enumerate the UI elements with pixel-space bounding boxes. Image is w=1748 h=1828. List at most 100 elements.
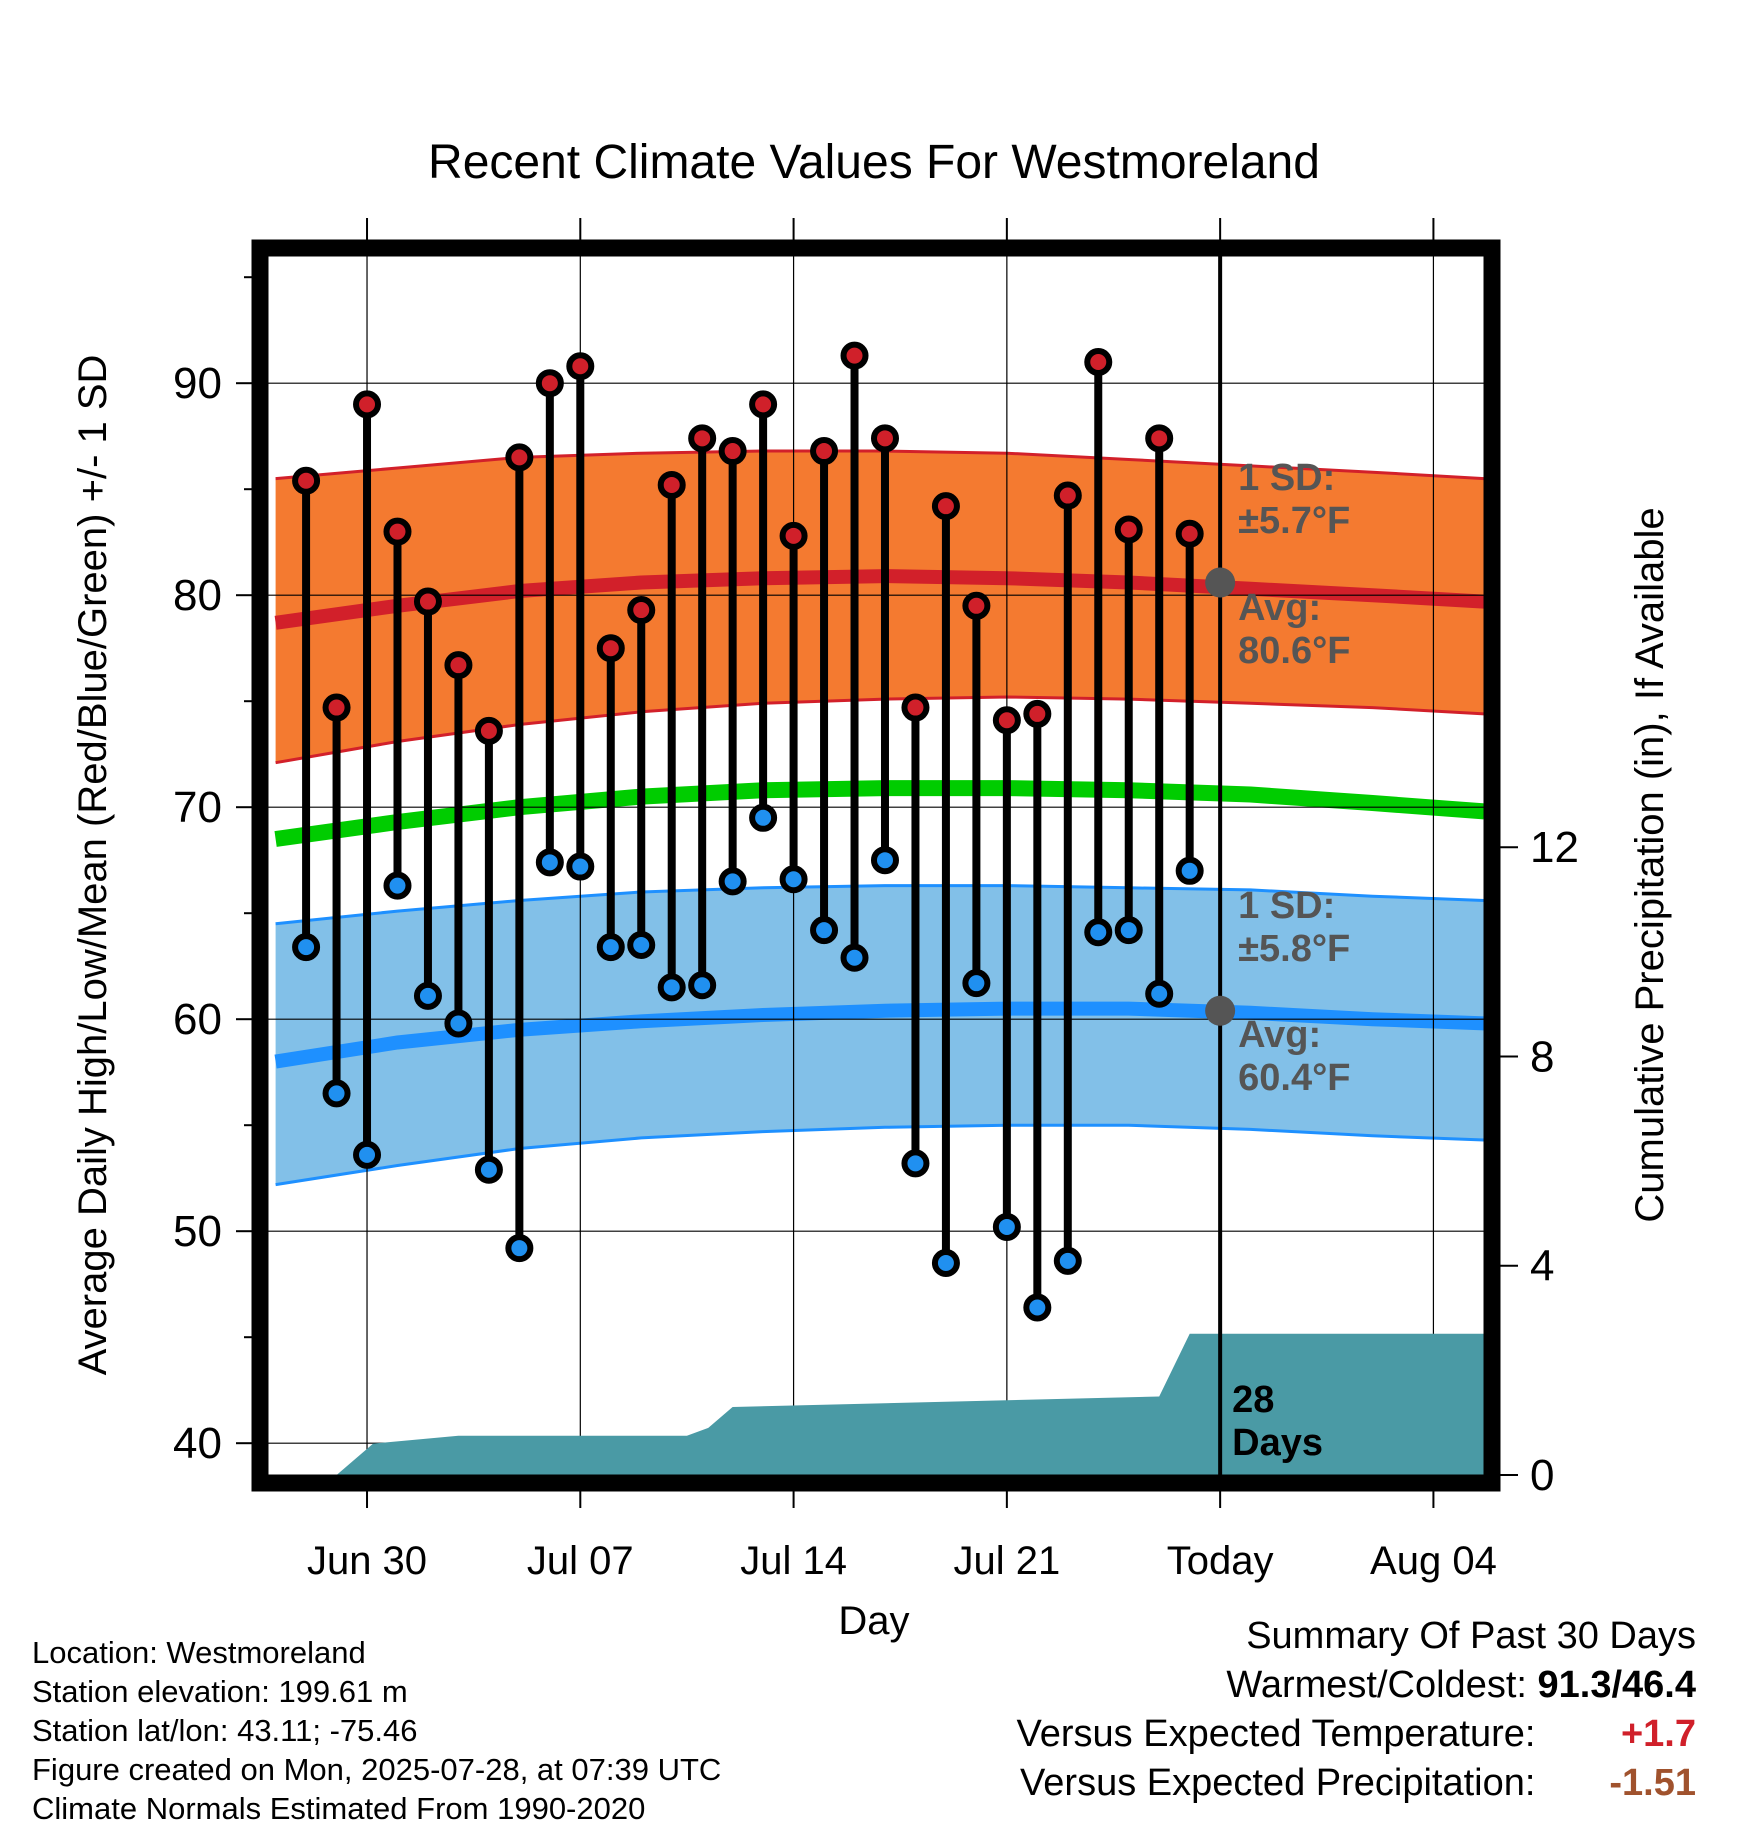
low-obs-point: [992, 1212, 1021, 1241]
high-avg-marker: [1205, 567, 1236, 598]
high-obs-point: [931, 492, 960, 521]
low-avg-line: [274, 1001, 1485, 1069]
temp-row: Versus Expected Temperature: +1.7: [1017, 1710, 1696, 1759]
high-obs-point: [840, 341, 869, 370]
plot-frame: [251, 239, 1501, 1492]
precipitation-series: [336, 1333, 1485, 1475]
y2-tick-label: 8: [1530, 1032, 1554, 1081]
high-obs-point: [1084, 348, 1113, 376]
low-upper-line: [275, 884, 1485, 926]
low-obs-point: [474, 1155, 503, 1184]
normals-text: Climate Normals Estimated From 1990-2020: [32, 1791, 646, 1826]
low-obs-point: [718, 867, 747, 896]
high-obs-point: [901, 693, 930, 722]
x-tick-label: Aug 04: [1370, 1539, 1497, 1583]
y2-tick-label: 4: [1530, 1242, 1554, 1291]
y-tick-label: 50: [173, 1207, 222, 1256]
high-obs-point: [1145, 424, 1174, 453]
low-obs-point: [566, 852, 595, 881]
precip-value: -1.51: [1609, 1762, 1696, 1804]
low-obs-point: [810, 916, 839, 945]
precip-area: [336, 1333, 1485, 1475]
high-obs-point: [810, 437, 839, 466]
high-obs-point: [962, 591, 991, 620]
chart-title: Recent Climate Values For Westmoreland: [428, 136, 1320, 189]
y-axis-label: Average Daily High/Low/Mean (Red/Blue/Gr…: [71, 355, 115, 1376]
low-obs-point: [1145, 979, 1174, 1008]
low-obs-point: [383, 871, 412, 900]
precip-label: Versus Expected Precipitation:: [1020, 1762, 1536, 1804]
low-obs-point: [1114, 916, 1143, 945]
x-tick-label: Jul 14: [740, 1539, 847, 1583]
high-obs-point: [688, 424, 717, 453]
x-axis-label: Day: [838, 1599, 909, 1643]
high-sd-label-line2: ±5.7°F: [1238, 500, 1350, 542]
observations: [292, 341, 1204, 1322]
x-tick-label: Today: [1167, 1539, 1274, 1583]
high-obs-point: [749, 390, 778, 419]
low-obs-point: [353, 1140, 382, 1169]
axes: 40 50 60 70 80 90 0 4 8 12 Jun 30 Jul 07 Jul 14 Jul 2…: [173, 218, 1579, 1583]
x-tick-label: Jul 21: [953, 1539, 1060, 1583]
high-obs-point: [322, 693, 351, 722]
y-tick-label: 80: [173, 571, 222, 620]
low-obs-point: [931, 1249, 960, 1277]
high-obs-point: [383, 517, 412, 546]
low-obs-point: [505, 1234, 534, 1263]
y-tick-label: 70: [173, 783, 222, 832]
low-obs-point: [1053, 1246, 1082, 1275]
high-obs-point: [535, 369, 564, 398]
low-sd-label-line2: ±5.8°F: [1238, 928, 1350, 970]
high-obs-point: [1175, 519, 1204, 548]
low-obs-point: [444, 1009, 473, 1038]
low-avg-label-line1: Avg:: [1238, 1014, 1321, 1056]
low-obs-point: [292, 933, 321, 962]
high-obs-point: [566, 352, 595, 381]
low-obs-point: [688, 971, 717, 1000]
low-obs-point: [870, 846, 899, 875]
high-obs-point: [718, 437, 747, 466]
low-obs-point: [1175, 856, 1204, 885]
summary-panel: Summary Of Past 30 Days Warmest/Coldest:…: [1017, 1612, 1696, 1808]
low-obs-point: [962, 969, 991, 998]
created-text: Figure created on Mon, 2025-07-28, at 07…: [32, 1752, 722, 1787]
y-tick-label: 90: [173, 359, 222, 408]
y-tick-label: 60: [173, 995, 222, 1044]
y-tick-label: 40: [173, 1419, 222, 1468]
warm-cold-row: Warmest/Coldest: 91.3/46.4: [1017, 1661, 1696, 1710]
high-obs-point: [779, 521, 808, 550]
y2-tick-label: 12: [1530, 823, 1579, 872]
low-sd-band: [275, 885, 1485, 1185]
low-obs-point: [779, 865, 808, 894]
precip-days-label-line2: Days: [1232, 1422, 1323, 1464]
temp-label: Versus Expected Temperature:: [1016, 1713, 1536, 1755]
high-obs-point: [1023, 699, 1052, 728]
high-obs-point: [992, 706, 1021, 735]
y2-tick-label: 0: [1530, 1451, 1554, 1500]
low-obs-point: [657, 973, 686, 1002]
warm-cold-label: Warmest/Coldest:: [1226, 1664, 1527, 1706]
low-avg-label-line2: 60.4°F: [1238, 1057, 1350, 1099]
low-sd-label-line1: 1 SD:: [1238, 885, 1335, 927]
station-info: Location: Westmoreland Station elevation…: [32, 1633, 721, 1828]
high-obs-point: [1114, 515, 1143, 544]
elevation-text: Station elevation: 199.61 m: [32, 1674, 408, 1709]
low-avg-marker: [1205, 995, 1236, 1026]
x-tick-label: Jun 30: [307, 1539, 427, 1583]
high-obs-point: [870, 424, 899, 453]
high-obs-point: [353, 390, 382, 419]
low-obs-point: [1084, 918, 1113, 947]
high-obs-point: [292, 466, 321, 495]
low-obs-point: [749, 803, 778, 832]
temp-value: +1.7: [1620, 1713, 1696, 1755]
high-obs-point: [505, 443, 534, 472]
x-tick-label: Jul 07: [527, 1539, 634, 1583]
high-obs-point: [657, 470, 686, 499]
low-obs-point: [596, 933, 625, 962]
high-avg-label-line2: 80.6°F: [1238, 630, 1350, 672]
precip-row: Versus Expected Precipitation: -1.51: [1017, 1759, 1696, 1808]
high-obs-point: [413, 587, 442, 616]
low-obs-point: [1023, 1293, 1052, 1322]
